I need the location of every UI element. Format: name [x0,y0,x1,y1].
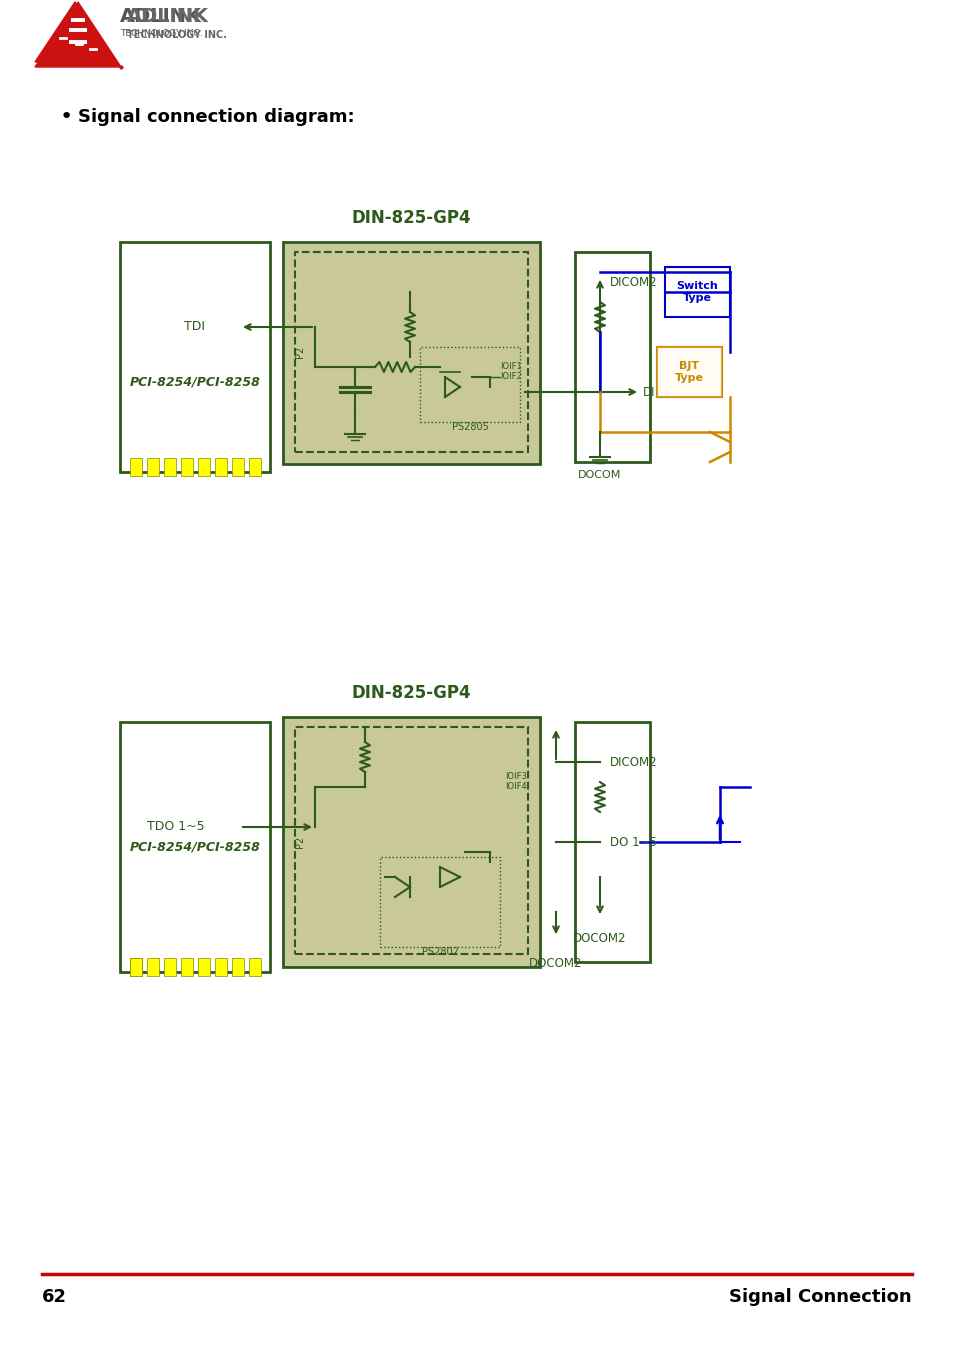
Text: Switch
Type: Switch Type [676,281,718,303]
Bar [249,458,261,476]
Bar [130,959,142,976]
Text: BJT
Type: BJT Type [675,361,703,383]
Bar [130,959,142,976]
Text: DICOM2: DICOM2 [609,276,657,288]
Text: ADLINK: ADLINK [127,8,209,27]
Bar [575,251,649,462]
Text: P2: P2 [294,836,305,848]
Bar [379,857,499,946]
Text: TDI: TDI [184,320,205,334]
Bar [249,959,261,976]
Text: Signal connection diagram:: Signal connection diagram: [78,108,355,126]
Bar [120,242,270,472]
Text: Signal Connection: Signal Connection [729,1288,911,1306]
Bar [164,458,175,476]
Text: TDO 1~5: TDO 1~5 [147,821,205,833]
Text: PS2802: PS2802 [421,946,458,957]
Bar [181,458,193,476]
Text: •: • [60,107,73,127]
Bar [181,959,193,976]
Text: DOCOM2: DOCOM2 [529,957,582,969]
Text: DIN-825-GP4: DIN-825-GP4 [352,684,471,702]
Polygon shape [35,1,115,62]
Bar [120,722,270,972]
Text: DI: DI [642,385,655,399]
Text: DICOM2: DICOM2 [609,756,657,768]
Text: 62: 62 [42,1288,67,1306]
Bar [657,347,721,397]
Text: IOIF1
IOIF2: IOIF1 IOIF2 [499,362,521,381]
Bar [147,458,159,476]
Bar [198,959,210,976]
Bar [575,722,649,963]
Text: PCI-8254/PCI-8258: PCI-8254/PCI-8258 [130,841,260,853]
Text: ADLINK: ADLINK [120,8,202,27]
Text: TECHNOLOGY INC.: TECHNOLOGY INC. [127,30,227,41]
Text: DIN-825-GP4: DIN-825-GP4 [352,210,471,227]
Polygon shape [35,1,121,68]
Text: IOIF3
IOIF4: IOIF3 IOIF4 [504,772,526,791]
Bar [283,717,539,967]
Bar [294,727,527,955]
Bar [664,266,729,316]
Bar [419,347,519,422]
Bar [283,242,539,464]
Text: PS2805: PS2805 [451,422,488,433]
Bar [214,959,227,976]
Bar [232,959,244,976]
Bar [147,959,159,976]
Bar [294,251,527,452]
Text: P2: P2 [294,346,305,358]
Bar [232,458,244,476]
Text: DOCOM: DOCOM [578,470,621,480]
Bar [130,458,142,476]
Text: DOCOM2: DOCOM2 [573,932,626,945]
Text: PCI-8254/PCI-8258: PCI-8254/PCI-8258 [130,376,260,388]
Bar [657,347,721,397]
Bar [214,458,227,476]
Bar [198,458,210,476]
Text: DO 1~5: DO 1~5 [609,836,657,849]
Text: TECHNOLOGY INC.: TECHNOLOGY INC. [120,30,202,38]
Bar [164,959,175,976]
